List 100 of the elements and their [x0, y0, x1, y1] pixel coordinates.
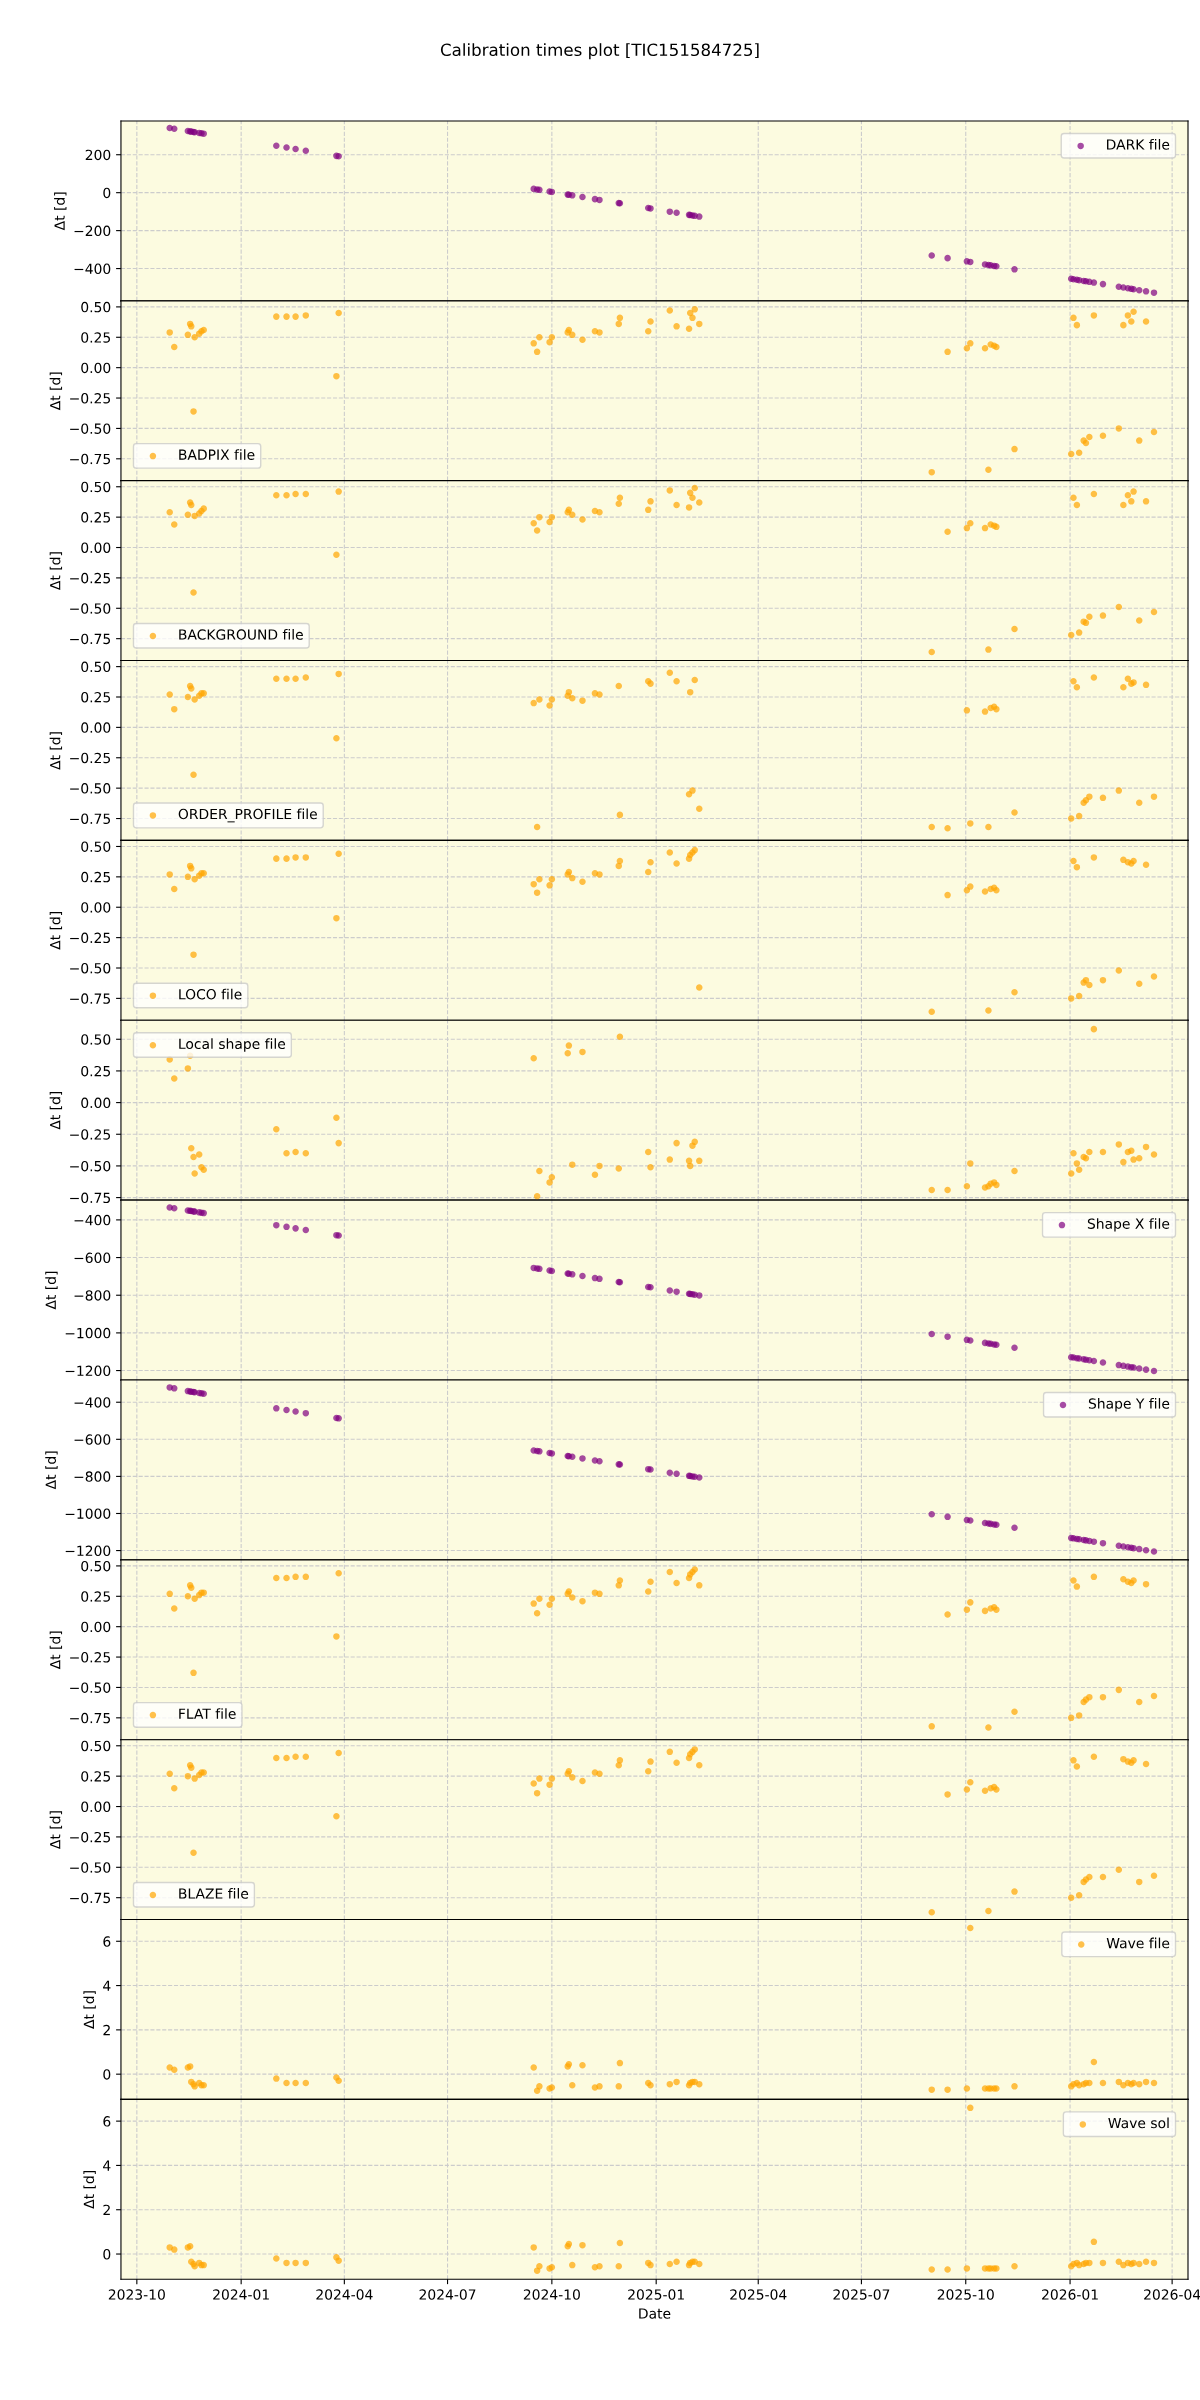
y-tick-label: 0.00 [81, 362, 111, 374]
y-tick-label: −1200 [65, 1545, 111, 1557]
legend-label: Shape X file [1087, 1218, 1170, 1232]
y-tick-label: −0.50 [70, 1682, 111, 1693]
legend-label: Wave sol [1108, 2117, 1169, 2129]
y-tick-label: 0.50 [81, 301, 111, 313]
y-axis-title: Δt [d] [49, 912, 63, 950]
x-tick-label: 2024-04 [316, 2289, 373, 2300]
x-tick-label: 2026-04 [1144, 2289, 1200, 2300]
y-tick-label: −1000 [65, 1327, 111, 1339]
y-tick-label: 6 [103, 2116, 111, 2127]
y-tick-label: −0.25 [70, 572, 111, 584]
y-tick-label: −0.75 [70, 993, 111, 1004]
y-tick-label: 0.50 [81, 661, 111, 673]
y-tick-label: −0.75 [70, 453, 111, 465]
y-tick-label: 0 [103, 2249, 111, 2260]
x-tick-label: 2026-01 [1042, 2289, 1098, 2300]
y-axis-title: Δt [d] [45, 1451, 58, 1490]
y-axis-title: Δt [d] [49, 1631, 63, 1670]
y-tick-label: 0.50 [81, 1740, 111, 1752]
y-tick-label: −0.25 [70, 932, 111, 944]
y-tick-label: −200 [74, 225, 111, 237]
legend-label: LOCO file [179, 988, 242, 1000]
y-tick-label: −400 [74, 1397, 111, 1408]
y-tick-label: −800 [74, 1471, 111, 1482]
y-tick-label: 2 [103, 2024, 110, 2036]
y-axis-title: Δt [d] [54, 192, 67, 231]
legend-label: DARK file [1107, 139, 1170, 150]
legend-label: Shape Y file [1088, 1398, 1170, 1412]
x-tick-label: 2025-10 [937, 2289, 994, 2300]
y-tick-label: 0 [103, 2069, 111, 2080]
y-axis-title: Δt [d] [45, 1271, 58, 1310]
y-tick-label: −1000 [65, 1508, 111, 1519]
x-tick-label: 2023-10 [108, 2289, 165, 2300]
y-tick-label: −0.25 [70, 393, 111, 404]
y-axis-title: Δt [d] [49, 1091, 63, 1130]
y-tick-label: 0.50 [81, 1034, 111, 1045]
y-tick-label: 0.50 [81, 1560, 111, 1572]
y-tick-label: −800 [74, 1290, 111, 1301]
y-tick-label: 0.25 [81, 1771, 111, 1782]
y-axis-title: Δt [d] [49, 372, 63, 411]
x-axis-title: Date [639, 2308, 671, 2319]
x-tick-label: 2024-10 [523, 2289, 580, 2300]
y-tick-label: 2 [103, 2204, 110, 2215]
y-axis-title: Δt [d] [83, 1991, 96, 2029]
y-tick-label: −0.50 [70, 1160, 111, 1172]
y-tick-label: 0.25 [81, 691, 111, 703]
y-tick-label: 0.25 [81, 512, 111, 523]
legend-label: BADPIX file [179, 449, 255, 460]
y-tick-label: 4 [103, 2160, 111, 2171]
y-tick-label: 0.00 [81, 902, 111, 913]
y-axis-title: Δt [d] [49, 552, 63, 591]
y-tick-label: −600 [74, 1252, 111, 1264]
y-tick-label: 0.50 [81, 841, 111, 852]
y-tick-label: 200 [85, 149, 111, 161]
y-tick-label: −0.25 [70, 752, 111, 764]
legend-label: BLAZE file [179, 1888, 249, 1899]
y-axis-title: Δt [d] [49, 1811, 63, 1850]
y-tick-label: 0.25 [81, 871, 111, 883]
y-tick-label: −0.25 [70, 1129, 111, 1140]
y-tick-label: −400 [74, 1214, 111, 1226]
y-tick-label: −0.75 [70, 1712, 111, 1724]
y-tick-label: 6 [103, 1936, 111, 1947]
legend-label: BACKGROUND file [179, 629, 303, 640]
y-tick-label: −600 [74, 1434, 111, 1445]
y-tick-label: 0.50 [81, 481, 111, 493]
y-tick-label: −0.50 [70, 423, 111, 434]
y-tick-label: −0.75 [70, 633, 111, 645]
y-tick-label: 0.00 [81, 542, 111, 553]
x-tick-label: 2025-04 [730, 2289, 787, 2300]
y-tick-label: −0.75 [70, 813, 111, 824]
y-tick-label: −0.25 [70, 1652, 111, 1663]
y-tick-label: −0.50 [70, 603, 111, 614]
y-axis-title: Δt [d] [49, 732, 63, 770]
y-tick-label: 4 [103, 1980, 111, 1991]
y-tick-label: −0.50 [70, 962, 111, 974]
y-tick-label: 0.25 [81, 1065, 111, 1077]
y-tick-label: 0.00 [81, 1621, 111, 1633]
x-tick-label: 2025-01 [628, 2289, 684, 2300]
series-label: Local shape file [179, 1038, 286, 1052]
x-tick-label: 2024-01 [213, 2289, 269, 2300]
y-tick-label: −0.50 [70, 1862, 111, 1873]
y-tick-label: 0.00 [81, 722, 111, 733]
y-tick-label: 0 [103, 187, 111, 199]
y-tick-label: −0.75 [70, 1192, 111, 1204]
y-axis-title: Δt [d] [83, 2171, 96, 2209]
chart-title: Calibration times plot [TIC151584725] [440, 43, 759, 60]
y-tick-label: 0.25 [81, 1591, 111, 1602]
y-tick-label: 0.00 [81, 1801, 111, 1813]
y-tick-label: −0.75 [70, 1892, 111, 1904]
legend-label: Wave file [1106, 1937, 1170, 1949]
x-tick-label: 2025-07 [833, 2289, 890, 2300]
y-tick-label: −0.50 [70, 783, 111, 794]
y-tick-label: 0.00 [81, 1097, 111, 1109]
y-tick-label: 0.25 [81, 332, 111, 343]
legend-label: ORDER_PROFILE file [178, 808, 317, 823]
x-tick-label: 2024-07 [419, 2289, 476, 2300]
y-tick-label: −0.25 [70, 1831, 111, 1843]
y-tick-label: −400 [74, 263, 111, 275]
y-tick-label: −1200 [65, 1365, 111, 1377]
